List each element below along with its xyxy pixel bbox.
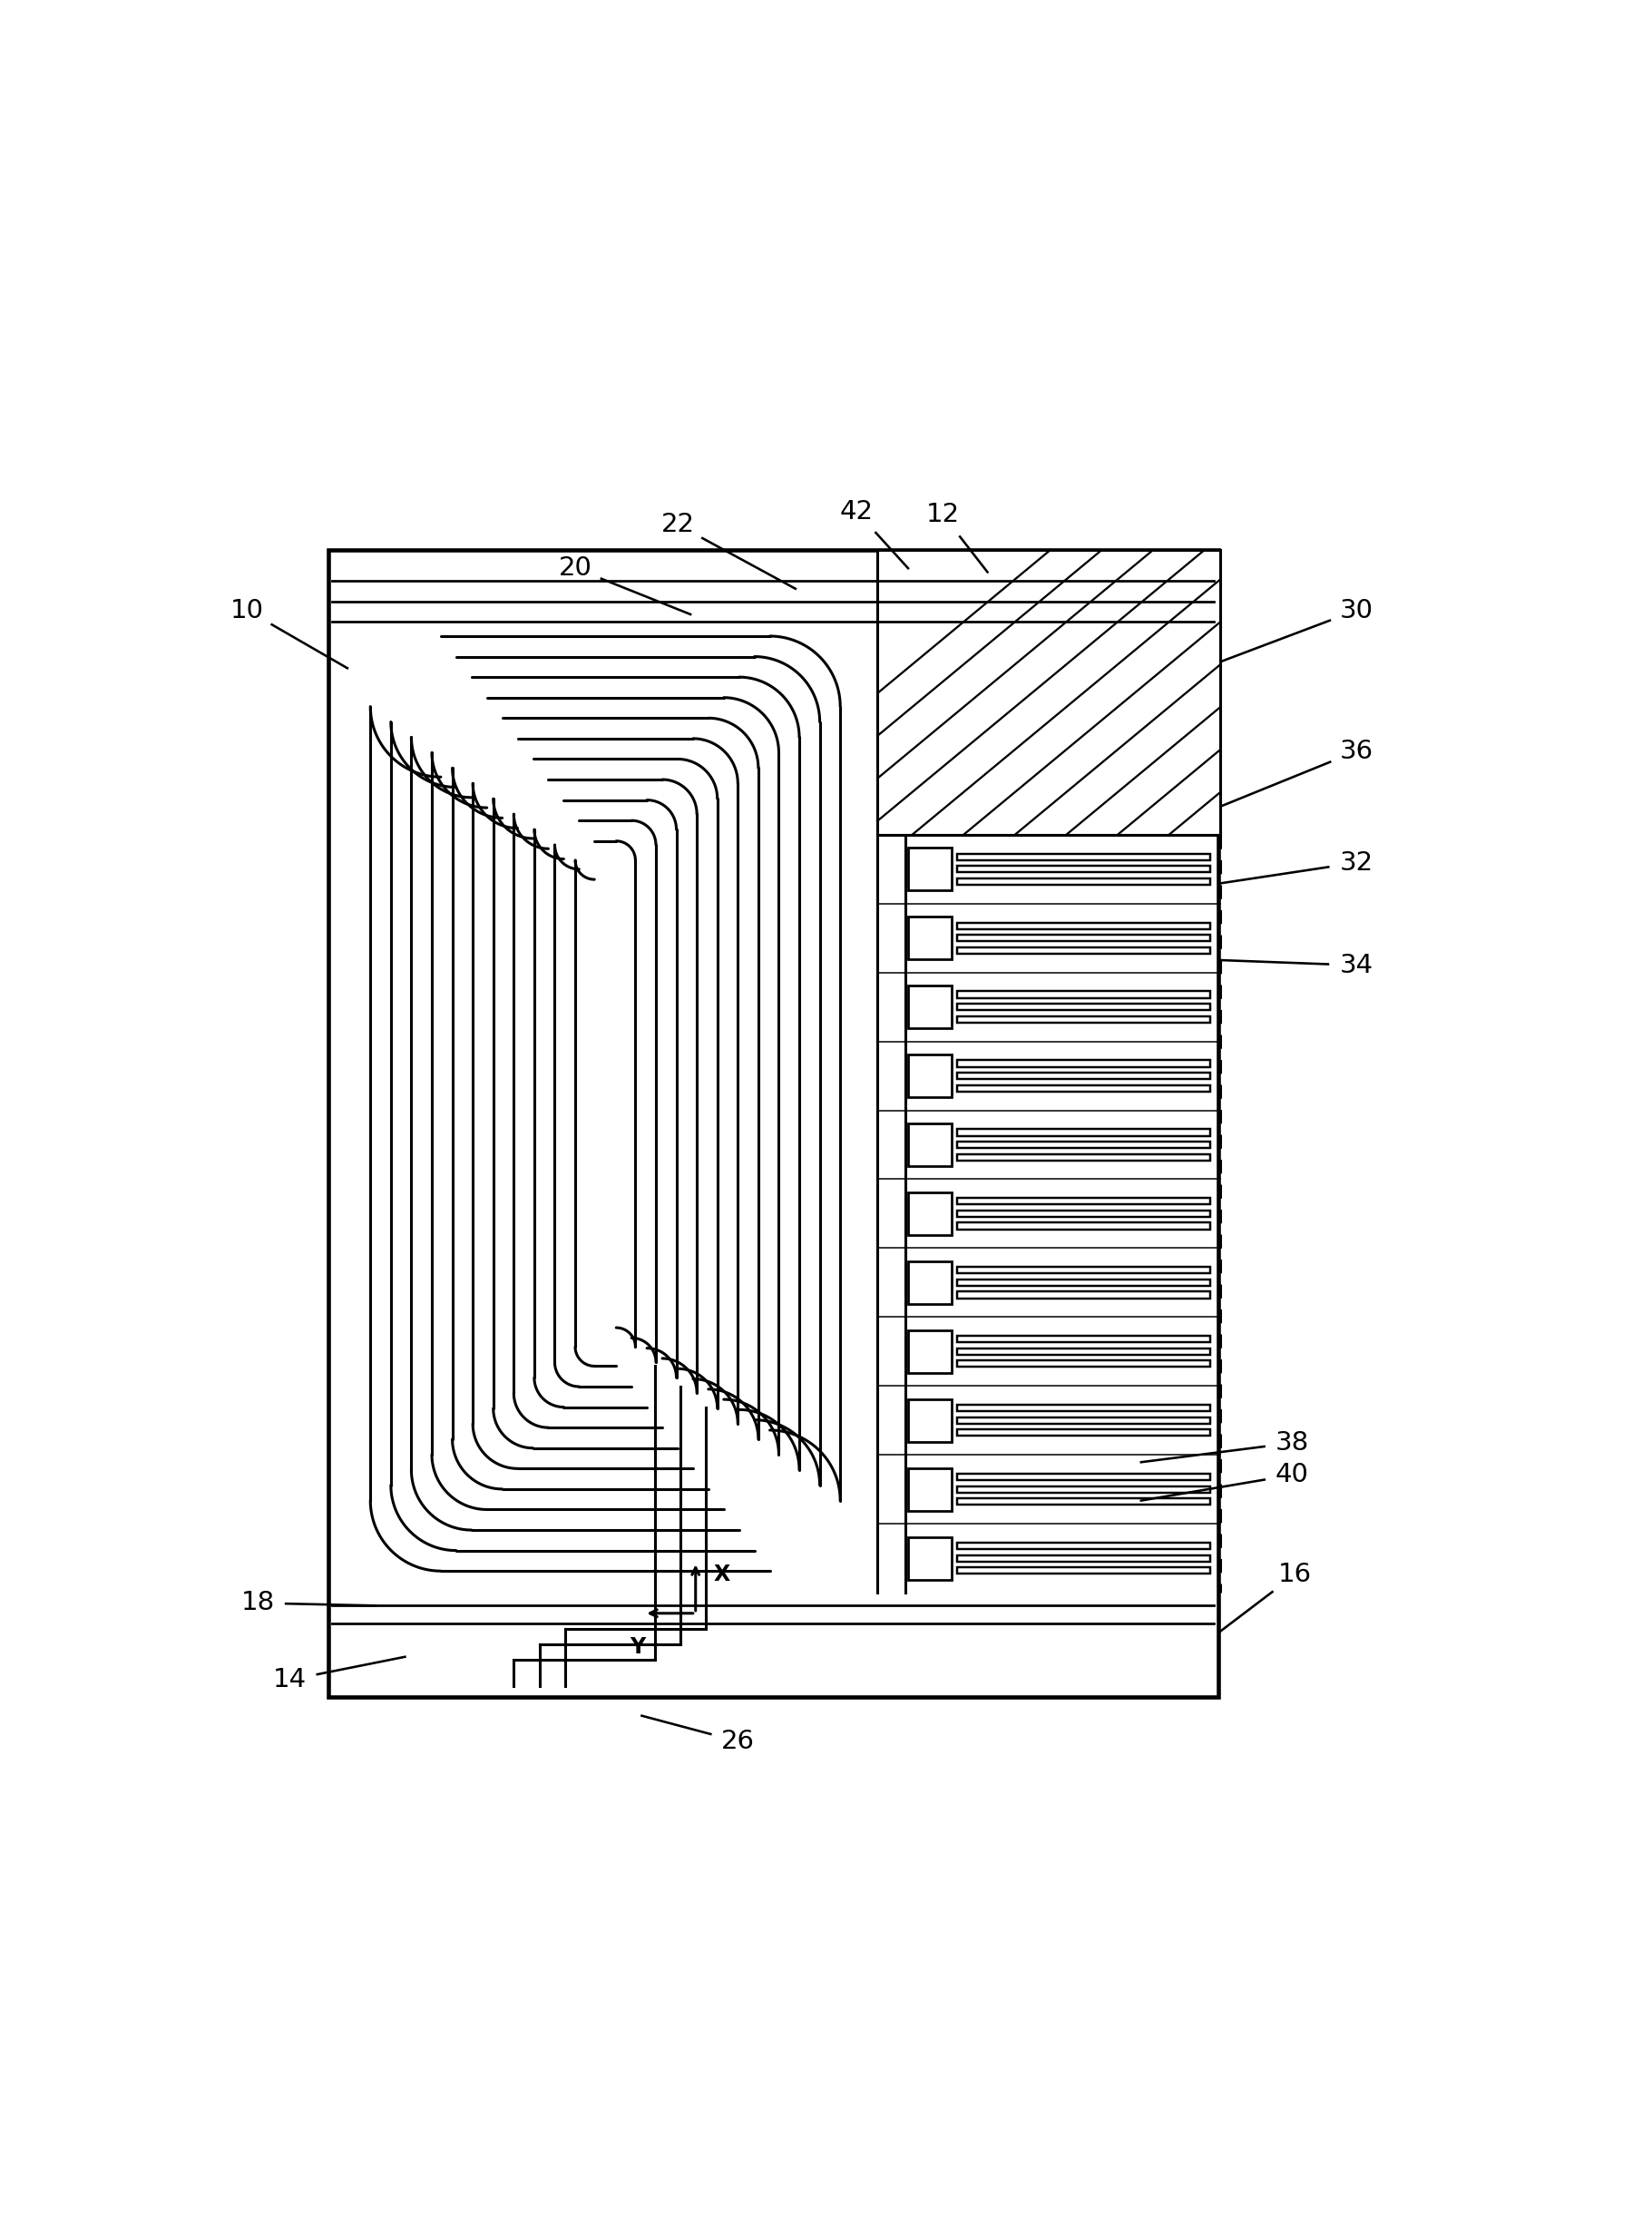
Bar bbox=[909, 1055, 952, 1098]
Bar bbox=[877, 550, 1221, 834]
Text: 40: 40 bbox=[1275, 1462, 1308, 1487]
Bar bbox=[909, 847, 952, 890]
Bar bbox=[957, 1073, 1211, 1080]
Text: 10: 10 bbox=[231, 597, 264, 624]
Text: X: X bbox=[714, 1563, 730, 1585]
Text: 14: 14 bbox=[273, 1668, 307, 1693]
Bar bbox=[957, 1198, 1211, 1205]
Text: 20: 20 bbox=[558, 555, 591, 581]
Bar bbox=[957, 1292, 1211, 1299]
Text: 38: 38 bbox=[1275, 1431, 1308, 1456]
Bar bbox=[957, 1498, 1211, 1505]
Bar bbox=[909, 917, 952, 959]
Text: 26: 26 bbox=[720, 1728, 755, 1753]
Bar bbox=[957, 1084, 1211, 1091]
Bar bbox=[957, 923, 1211, 928]
Text: 42: 42 bbox=[841, 499, 874, 525]
Bar bbox=[957, 1279, 1211, 1286]
Text: 12: 12 bbox=[925, 501, 960, 528]
Bar bbox=[957, 1268, 1211, 1275]
Bar bbox=[957, 1060, 1211, 1067]
Bar bbox=[957, 1004, 1211, 1011]
Bar bbox=[957, 1015, 1211, 1022]
Bar bbox=[909, 1469, 952, 1512]
Bar bbox=[957, 1554, 1211, 1561]
Bar bbox=[957, 1210, 1211, 1216]
Bar bbox=[957, 854, 1211, 861]
Bar bbox=[957, 1543, 1211, 1550]
Bar bbox=[957, 1223, 1211, 1230]
Bar bbox=[909, 1192, 952, 1234]
Bar bbox=[957, 879, 1211, 885]
Bar bbox=[957, 1487, 1211, 1494]
Bar bbox=[957, 1418, 1211, 1424]
Text: 36: 36 bbox=[1340, 738, 1373, 765]
Text: 16: 16 bbox=[1279, 1563, 1312, 1588]
Bar bbox=[957, 1348, 1211, 1355]
Bar bbox=[909, 1400, 952, 1442]
Bar bbox=[957, 1429, 1211, 1436]
Bar bbox=[909, 1261, 952, 1304]
Bar bbox=[957, 1474, 1211, 1480]
Text: 30: 30 bbox=[1340, 597, 1373, 624]
Bar bbox=[957, 1362, 1211, 1366]
Text: 32: 32 bbox=[1340, 850, 1373, 877]
Text: 34: 34 bbox=[1340, 953, 1373, 977]
Bar bbox=[957, 935, 1211, 941]
Bar bbox=[957, 1567, 1211, 1574]
Bar bbox=[909, 1330, 952, 1373]
Bar bbox=[329, 550, 1218, 1697]
Text: 22: 22 bbox=[661, 512, 694, 537]
Bar bbox=[909, 1122, 952, 1167]
Bar bbox=[957, 1154, 1211, 1160]
Bar bbox=[957, 991, 1211, 997]
Bar bbox=[957, 1129, 1211, 1136]
Text: 18: 18 bbox=[241, 1590, 274, 1617]
Bar bbox=[957, 1404, 1211, 1411]
Bar bbox=[909, 1536, 952, 1579]
Bar bbox=[957, 1143, 1211, 1147]
Bar bbox=[957, 948, 1211, 953]
Bar bbox=[909, 986, 952, 1029]
Bar bbox=[957, 865, 1211, 872]
Bar bbox=[957, 1337, 1211, 1342]
Text: Y: Y bbox=[629, 1637, 646, 1659]
